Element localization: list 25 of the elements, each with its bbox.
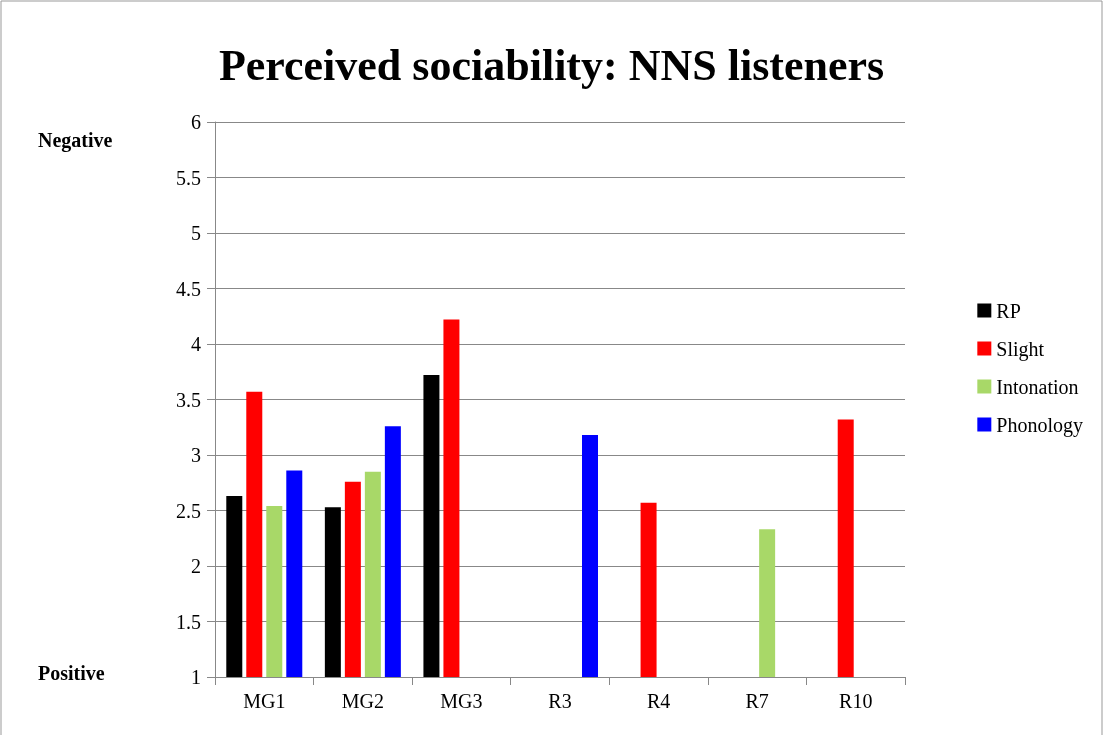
chart-title: Perceived sociability: NNS listeners [218, 40, 885, 90]
legend-label: Intonation [996, 375, 1079, 398]
legend-label: RP [996, 299, 1021, 322]
x-tick-label: MG3 [440, 690, 483, 712]
y-tick-label: 1.5 [176, 610, 201, 633]
legend-label: Slight [996, 337, 1045, 361]
y-tick-label: 3.5 [176, 388, 201, 411]
text: Positive [38, 662, 105, 684]
y-tick-label: 1 [191, 666, 201, 688]
x-tick-label: MG1 [243, 690, 286, 712]
x-tick-label: R10 [839, 690, 873, 712]
x-tick-label: R7 [745, 690, 769, 712]
y-tick-label: 5.5 [176, 166, 201, 189]
y-tick-label: 6 [191, 111, 201, 133]
y-tick-label: 2.5 [176, 499, 201, 522]
text: Negative [38, 129, 113, 152]
legend-label: Phonology [996, 413, 1084, 437]
y-tick-label: 5 [191, 222, 201, 244]
x-tick-label: MG2 [341, 690, 384, 712]
y-tick-label: 3 [191, 444, 201, 466]
y-tick-label: 4.5 [176, 277, 201, 300]
x-tick-label: R3 [548, 690, 572, 712]
y-tick-label: 2 [191, 555, 201, 577]
y-tick-label: 4 [191, 333, 201, 355]
x-tick-label: R4 [646, 690, 671, 712]
